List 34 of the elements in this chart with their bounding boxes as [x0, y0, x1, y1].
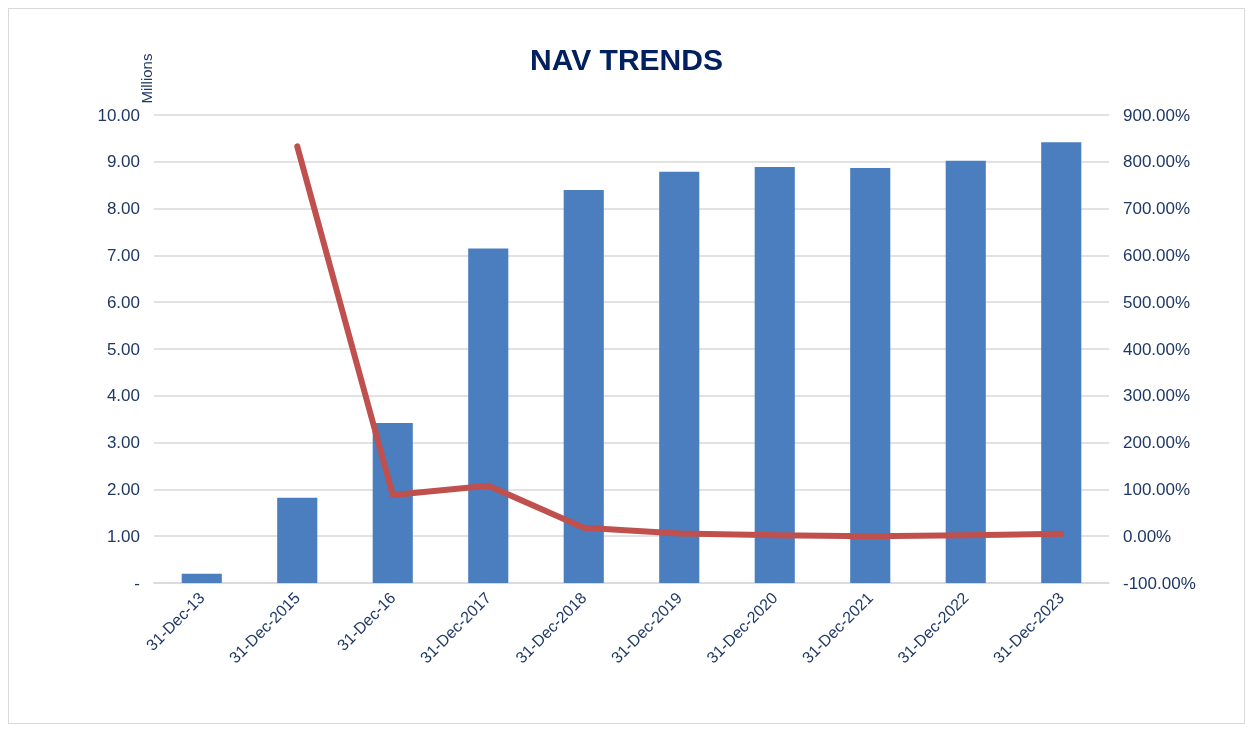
y2-tick-label: 400.00% [1123, 339, 1191, 359]
y-tick-label: 4.00 [106, 386, 140, 406]
y2-tick-label: 900.00% [1123, 105, 1191, 125]
y2-tick-label: 600.00% [1123, 245, 1191, 265]
bar [754, 166, 795, 583]
y-tick-label: - [134, 573, 140, 593]
bar [277, 497, 318, 583]
y2-tick-label: 300.00% [1123, 386, 1191, 406]
y-tick-label: 6.00 [106, 292, 140, 312]
y2-tick-label: -100.00% [1123, 573, 1196, 593]
y-tick-label: 3.00 [106, 433, 140, 453]
y2-tick-label: 800.00% [1123, 152, 1191, 172]
y2-tick-label: 200.00% [1123, 433, 1191, 453]
y-tick-label: 2.00 [106, 479, 140, 499]
y-axis-title: Millions [138, 53, 155, 104]
bar [1041, 142, 1082, 583]
y-tick-label: 9.00 [106, 152, 140, 172]
bar [563, 189, 604, 583]
y-tick-label: 1.00 [106, 526, 140, 546]
y-tick-label: 10.00 [97, 105, 140, 125]
bar [468, 248, 509, 583]
y-tick-label: 8.00 [106, 199, 140, 219]
y2-tick-label: 500.00% [1123, 292, 1191, 312]
bar [850, 167, 891, 583]
bar [181, 573, 222, 583]
y2-tick-label: 100.00% [1123, 479, 1191, 499]
y-tick-label: 7.00 [106, 245, 140, 265]
y-tick-label: 5.00 [106, 339, 140, 359]
y2-tick-label: 700.00% [1123, 199, 1191, 219]
bar [372, 422, 413, 583]
bar [945, 160, 986, 583]
y2-tick-label: 0.00% [1123, 526, 1172, 546]
chart-title: NAV TRENDS [530, 42, 723, 76]
bar [659, 171, 700, 583]
